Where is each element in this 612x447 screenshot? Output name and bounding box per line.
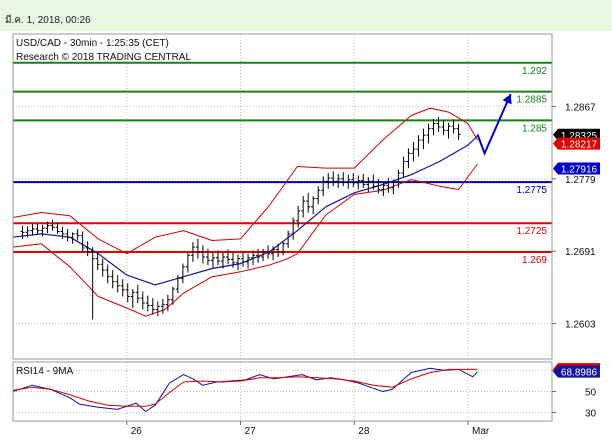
price-y-tick-label: 1.2603 (565, 320, 596, 331)
rsi-badge (553, 365, 600, 378)
low-badge-label: 1.28217 (561, 140, 598, 151)
rsi-lines (12, 367, 478, 412)
indicator-lines (12, 107, 478, 317)
price-bars (20, 93, 512, 320)
rsi-y-tick-label: 30 (585, 409, 597, 420)
price-panel-background (13, 34, 552, 359)
rsi-y-tick-label: 50 (585, 388, 597, 399)
bollinger-lower-line (12, 163, 478, 317)
price-y-tick-label: 1.2779 (565, 175, 596, 186)
projection-arrow-head (502, 94, 512, 105)
axis-labels: 1.28671.27791.26911.2603705030262728Mar1… (126, 102, 600, 437)
rsi-line (12, 367, 478, 412)
top-bar: มี.ค. 1, 2018, 00:26 (0, 0, 612, 31)
pivot-badge (553, 162, 600, 175)
grid (13, 34, 552, 421)
resistance-level-label: 1.292 (522, 66, 547, 77)
support-level-label: 1.269 (522, 255, 547, 266)
low-badge (553, 137, 600, 150)
rsi-ma-line (12, 368, 478, 407)
x-axis-tick-label: 26 (131, 426, 143, 437)
price-y-tick-label: 1.2867 (565, 102, 596, 113)
rsi-panel-background (13, 362, 552, 421)
resistance-level-label: 1.285 (522, 123, 547, 134)
pivot-badge-label: 1.27916 (561, 164, 598, 175)
rsi-badge-label: 68.8986 (561, 368, 598, 379)
resistance-level-label: 1.2885 (516, 95, 547, 106)
pivot-level-label: 1.2775 (516, 185, 547, 196)
timestamp: มี.ค. 1, 2018, 00:26 (5, 15, 91, 26)
x-axis-tick-label: Mar (472, 426, 490, 437)
bollinger-upper-line (12, 107, 478, 255)
price-panel-frame (12, 33, 553, 360)
support-level-label: 1.2725 (516, 226, 547, 237)
chart-title: USD/CAD - 30min - 1:25:35 (CET) (16, 38, 169, 49)
moving-average-line (12, 135, 478, 286)
projection-arrow-line (476, 93, 512, 156)
x-axis-tick-label: 28 (358, 426, 370, 437)
x-axis-tick-label: 27 (245, 426, 257, 437)
chart-subtitle: Research © 2018 TRADING CENTRAL (16, 52, 191, 63)
price-y-tick-label: 1.2691 (565, 247, 596, 258)
rsi-panel-title: RSI14 - 9MA (16, 366, 74, 377)
chart-text: USD/CAD - 30min - 1:25:35 (CET) Research … (16, 38, 191, 377)
last_price-badge-label: 1.28325 (561, 131, 598, 142)
